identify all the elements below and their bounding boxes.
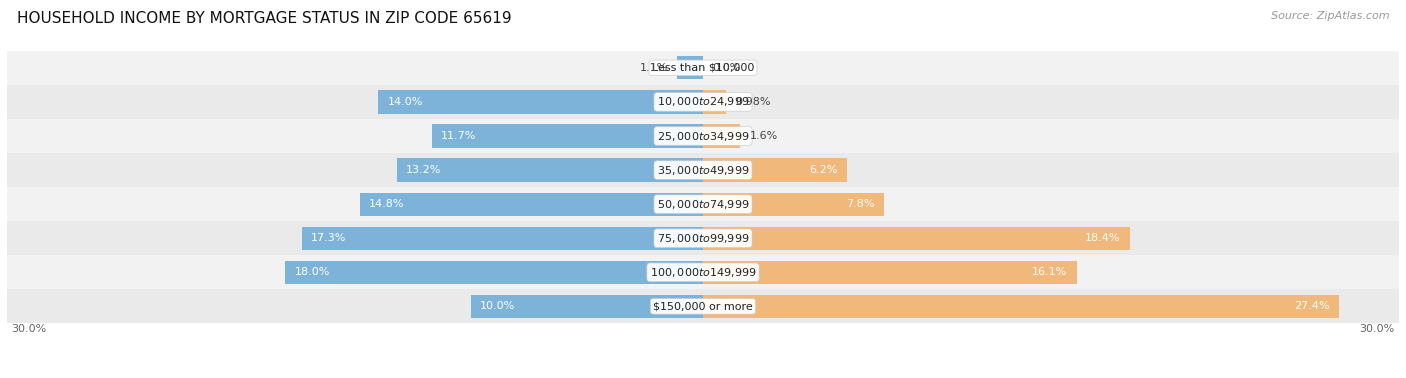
Text: 0.98%: 0.98% bbox=[735, 97, 770, 107]
Text: 10.0%: 10.0% bbox=[481, 301, 516, 311]
Bar bbox=[302, 227, 703, 250]
Bar bbox=[703, 158, 846, 182]
Bar bbox=[703, 90, 725, 113]
Bar bbox=[360, 192, 703, 216]
Bar bbox=[7, 255, 1399, 289]
Text: 18.4%: 18.4% bbox=[1085, 233, 1121, 243]
Text: $75,000 to $99,999: $75,000 to $99,999 bbox=[657, 232, 749, 245]
Text: $100,000 to $149,999: $100,000 to $149,999 bbox=[650, 266, 756, 279]
Text: 18.0%: 18.0% bbox=[295, 267, 330, 277]
Text: 13.2%: 13.2% bbox=[406, 165, 441, 175]
Text: HOUSEHOLD INCOME BY MORTGAGE STATUS IN ZIP CODE 65619: HOUSEHOLD INCOME BY MORTGAGE STATUS IN Z… bbox=[17, 11, 512, 26]
Bar bbox=[7, 221, 1399, 255]
Text: $150,000 or more: $150,000 or more bbox=[654, 301, 752, 311]
Bar bbox=[7, 289, 1399, 323]
Text: 14.8%: 14.8% bbox=[368, 199, 405, 209]
Text: 0.0%: 0.0% bbox=[713, 63, 741, 73]
Text: Less than $10,000: Less than $10,000 bbox=[652, 63, 754, 73]
Bar bbox=[7, 187, 1399, 221]
Bar bbox=[378, 90, 703, 113]
Bar bbox=[285, 261, 703, 284]
Bar bbox=[432, 124, 703, 147]
Bar bbox=[396, 158, 703, 182]
Text: 14.0%: 14.0% bbox=[388, 97, 423, 107]
Bar bbox=[7, 51, 1399, 85]
Bar bbox=[703, 261, 1077, 284]
Text: $25,000 to $34,999: $25,000 to $34,999 bbox=[657, 130, 749, 143]
Bar bbox=[7, 153, 1399, 187]
Text: 11.7%: 11.7% bbox=[441, 131, 477, 141]
Bar bbox=[7, 119, 1399, 153]
Text: 1.1%: 1.1% bbox=[640, 63, 668, 73]
Bar bbox=[703, 124, 740, 147]
Bar bbox=[703, 295, 1339, 318]
Text: 7.8%: 7.8% bbox=[846, 199, 875, 209]
Text: 30.0%: 30.0% bbox=[11, 324, 46, 334]
Text: 30.0%: 30.0% bbox=[1360, 324, 1395, 334]
Text: 16.1%: 16.1% bbox=[1032, 267, 1067, 277]
Bar bbox=[7, 85, 1399, 119]
Text: 1.6%: 1.6% bbox=[749, 131, 778, 141]
Text: 27.4%: 27.4% bbox=[1294, 301, 1330, 311]
Text: Source: ZipAtlas.com: Source: ZipAtlas.com bbox=[1271, 11, 1389, 21]
Text: 17.3%: 17.3% bbox=[311, 233, 346, 243]
Bar bbox=[471, 295, 703, 318]
Text: $35,000 to $49,999: $35,000 to $49,999 bbox=[657, 164, 749, 177]
Text: $50,000 to $74,999: $50,000 to $74,999 bbox=[657, 198, 749, 211]
Text: 6.2%: 6.2% bbox=[810, 165, 838, 175]
Bar bbox=[703, 227, 1130, 250]
Text: $10,000 to $24,999: $10,000 to $24,999 bbox=[657, 95, 749, 108]
Bar bbox=[703, 192, 884, 216]
Legend: Without Mortgage, With Mortgage: Without Mortgage, With Mortgage bbox=[568, 374, 838, 378]
Bar bbox=[678, 56, 703, 79]
